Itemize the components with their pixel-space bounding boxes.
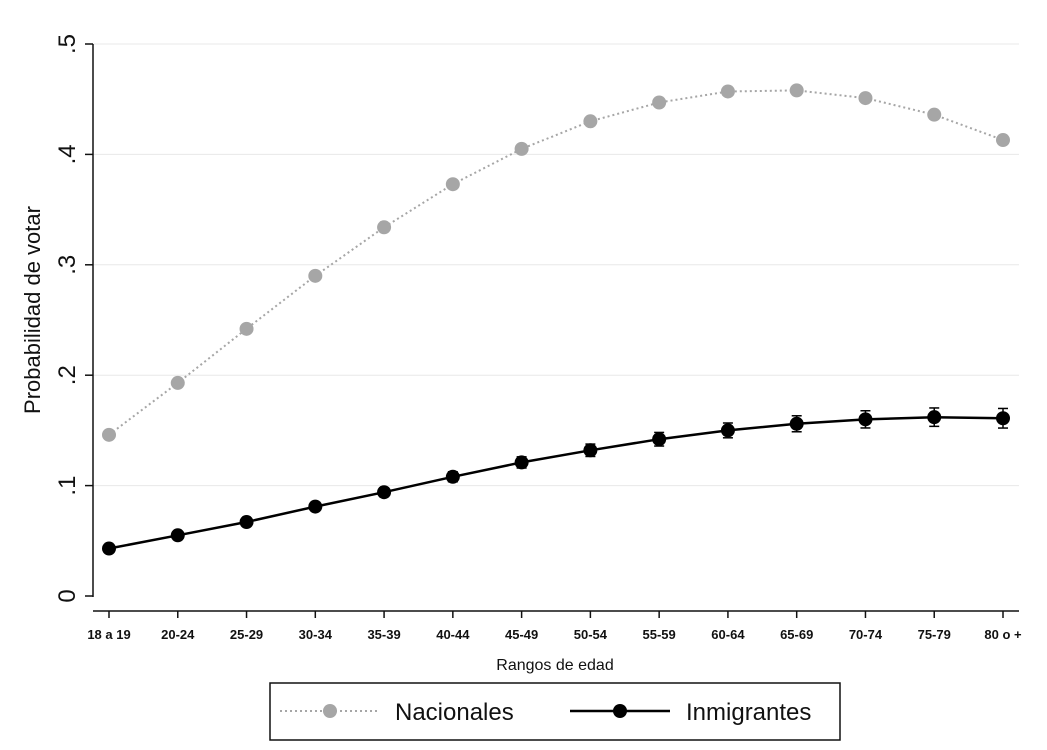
x-tick-label: 20-24 [161,627,195,642]
data-point-inmigrantes [308,499,323,514]
data-point-inmigrantes [720,423,735,438]
data-point-inmigrantes [239,515,254,530]
data-point-nacionales [652,95,667,110]
y-tick-label: .5 [54,34,81,54]
series-line-inmigrantes [108,415,1004,550]
x-tick-label: 75-79 [918,627,951,642]
x-tick-label: 25-29 [230,627,263,642]
x-tick-label: 55-59 [643,627,676,642]
x-tick-label: 40-44 [436,627,470,642]
y-axis-title: Probabilidad de votar [20,206,45,414]
y-tick-label: .4 [54,144,81,164]
data-point-nacionales [170,375,185,390]
x-tick-label: 60-64 [711,627,745,642]
data-point-nacionales [445,177,460,192]
data-point-inmigrantes [514,455,529,470]
series-line-nacionales [108,89,1004,436]
data-point-inmigrantes [377,485,392,500]
data-point-inmigrantes [170,528,185,543]
x-tick-label: 65-69 [780,627,813,642]
axes: 0 .1 .2 .3 .4 .5 18 a 19 20-24 25-29 30-34 35-39 40… [54,34,1022,642]
legend-marker [613,704,627,718]
axis-labels: Probabilidad de votar Rangos de edad [20,206,614,674]
data-point-inmigrantes [445,469,460,484]
legend: Nacionales Inmigrantes [269,682,841,741]
y-tick-label: .1 [54,476,81,496]
data-point-nacionales [927,107,942,122]
x-axis-title: Rangos de edad [496,657,613,674]
y-tick-label: .3 [54,255,81,275]
x-tick-label: 18 a 19 [87,627,130,642]
x-tick-label: 70-74 [849,627,883,642]
data-point-nacionales [308,268,323,283]
x-tick-label: 80 o + [984,627,1022,642]
data-point-nacionales [583,114,598,129]
series-layer [102,83,1010,556]
data-point-inmigrantes [996,411,1010,426]
x-tick-label: 35-39 [367,627,400,642]
y-tick-label: .2 [54,365,81,385]
x-tick-label: 45-49 [505,627,538,642]
data-point-nacionales [102,427,116,442]
data-point-nacionales [239,321,254,336]
y-tick-label: 0 [54,589,81,602]
grid-lines [93,43,1019,487]
legend-label: Nacionales [395,699,514,726]
data-point-nacionales [514,141,529,156]
data-point-nacionales [377,220,392,235]
data-point-nacionales [789,83,804,98]
legend-marker [323,704,337,718]
data-point-nacionales [720,84,735,99]
x-tick-label: 50-54 [574,627,608,642]
data-point-inmigrantes [927,410,942,425]
data-point-inmigrantes [652,432,667,447]
data-point-inmigrantes [583,443,598,458]
legend-label: Inmigrantes [686,699,811,726]
data-point-inmigrantes [789,416,804,431]
data-point-inmigrantes [858,412,873,427]
data-point-nacionales [996,133,1010,148]
x-tick-label: 30-34 [299,627,333,642]
data-point-nacionales [858,91,873,106]
data-point-inmigrantes [102,541,116,556]
